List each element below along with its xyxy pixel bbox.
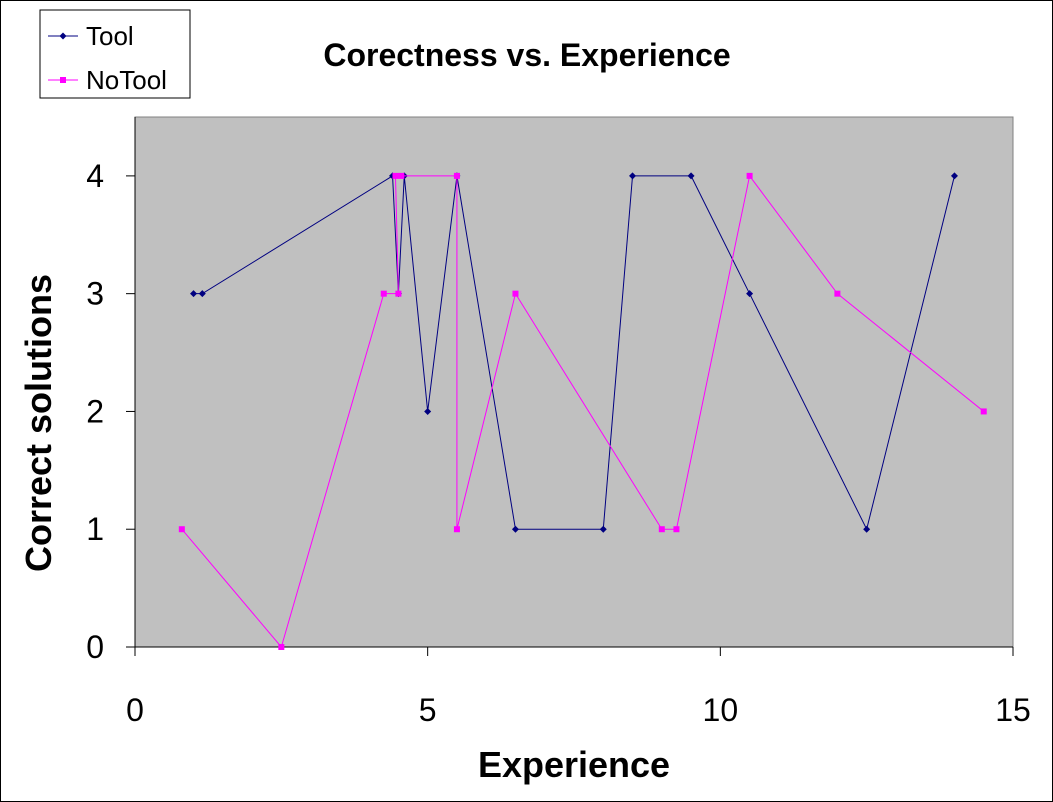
legend-marker-tool	[59, 32, 67, 40]
data-point-tool	[746, 290, 754, 298]
data-point-tool	[687, 172, 695, 180]
y-tick-label: 0	[86, 629, 104, 665]
data-point-tool	[950, 172, 958, 180]
data-point-notool	[278, 644, 285, 650]
data-point-tool	[424, 407, 432, 415]
data-point-notool	[673, 526, 680, 533]
x-axis-label: Experience	[478, 744, 670, 785]
data-point-tool	[190, 290, 198, 298]
data-point-tool	[599, 525, 607, 533]
data-point-notool	[178, 526, 185, 533]
data-point-notool	[658, 526, 665, 533]
data-point-notool	[980, 408, 987, 415]
data-point-notool	[453, 526, 460, 533]
y-tick-label: 2	[86, 393, 104, 429]
x-ticks: 0 5 10 15	[126, 647, 1031, 728]
y-tick-label: 1	[86, 511, 104, 547]
x-tick-label: 10	[703, 692, 739, 728]
legend-marker-notool	[60, 77, 66, 83]
legend-label-tool: Tool	[86, 21, 134, 51]
y-axis-label: Correct solutions	[18, 274, 59, 572]
legend: Tool NoTool	[39, 9, 191, 99]
data-point-tool	[629, 172, 637, 180]
chart-title: Corectness vs. Experience	[323, 37, 730, 73]
data-point-notool	[453, 172, 460, 179]
data-point-notool	[398, 172, 405, 179]
data-point-notool	[512, 290, 519, 297]
data-point-notool	[834, 290, 841, 297]
series-line-tool	[193, 175, 955, 531]
plot-area	[134, 116, 1014, 648]
data-point-tool	[198, 290, 206, 298]
data-point-notool	[746, 172, 753, 179]
y-tick-label: 4	[86, 158, 104, 194]
data-point-notool	[392, 172, 399, 179]
series-notool	[178, 172, 987, 650]
y-tick-label: 3	[86, 276, 104, 312]
x-tick-label: 5	[419, 692, 437, 728]
x-tick-label: 0	[126, 692, 144, 728]
data-point-notool	[395, 290, 402, 297]
series-layer	[178, 172, 987, 650]
y-ticks: 0 1 2 3 4	[86, 158, 135, 665]
data-point-tool	[863, 525, 871, 533]
x-tick-label: 15	[995, 692, 1031, 728]
data-point-tool	[511, 525, 519, 533]
legend-label-notool: NoTool	[86, 65, 167, 95]
legend-box	[39, 9, 191, 99]
data-point-notool	[380, 290, 387, 297]
